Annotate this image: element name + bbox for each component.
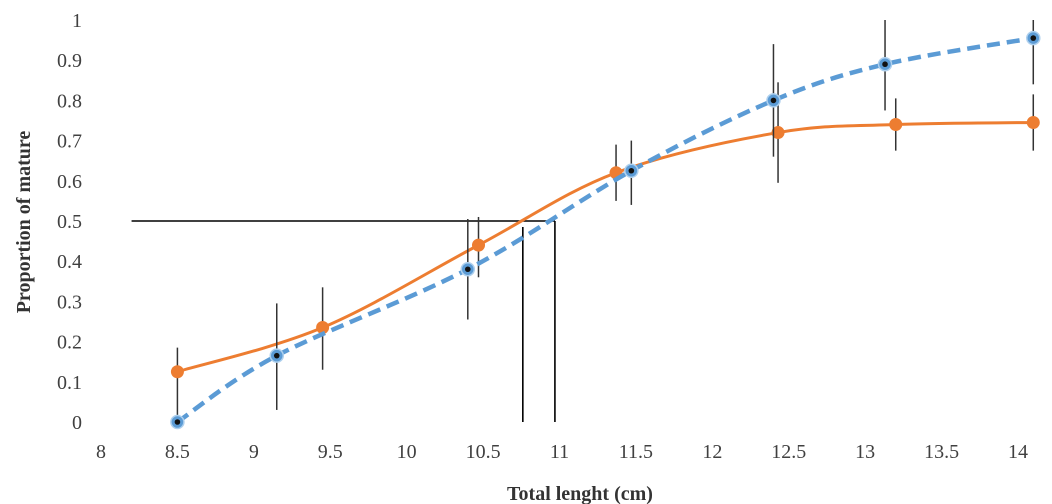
y-tick-label: 0.5 [57,211,82,233]
data-point [1026,116,1040,130]
data-point [771,126,785,140]
x-tick-label: 8 [96,441,106,463]
y-axis-ticks: 0 0.1 0.2 0.3 0.4 0.5 0.6 0.7 0.8 0.9 1 [57,10,82,434]
data-point [889,118,903,132]
series-2 [170,20,1041,430]
x-tick-label: 12.5 [771,441,806,463]
y-axis-title: Proportion of mature [13,131,35,314]
x-tick-label: 12 [702,441,722,463]
data-point-center [628,167,635,174]
y-tick-label: 0.7 [57,131,82,153]
data-point [471,238,485,252]
x-tick-label: 10 [397,441,417,463]
series-line [176,35,1034,424]
x-axis-ticks: 8 8.5 9 9.5 10 10.5 11 11.5 12 12.5 13 13.5 14 [96,441,1028,463]
y-tick-label: 0.8 [57,90,82,112]
data-point [316,321,330,335]
x-tick-label: 11 [550,441,569,463]
x-tick-label: 14 [1008,441,1028,463]
series-layer [170,20,1041,430]
x-tick-label: 10.5 [466,441,501,463]
data-point-center [174,419,181,425]
data-point-center [465,266,471,273]
y-tick-label: 0 [72,412,82,434]
data-point [170,365,184,379]
x-axis-title: Total lenght (cm) [507,483,653,504]
y-tick-label: 0.6 [57,171,82,193]
l50-reference-lines [131,220,556,422]
data-point-center [1030,35,1037,41]
series-line [176,121,1034,374]
series-1 [170,82,1040,422]
x-tick-label: 8.5 [165,441,190,463]
x-tick-label: 11.5 [619,441,653,463]
y-tick-label: 0.1 [57,372,82,394]
data-point-center [882,61,888,68]
x-tick-label: 13.5 [924,441,959,463]
data-point-center [273,352,280,359]
y-tick-label: 1 [72,10,82,32]
y-tick-label: 0.3 [57,291,82,313]
x-tick-label: 13 [855,441,875,463]
data-point-center [770,97,777,104]
y-tick-label: 0.4 [57,251,82,273]
y-tick-label: 0.9 [57,50,82,72]
y-tick-label: 0.2 [57,332,82,354]
x-tick-label: 9 [249,441,259,463]
x-tick-label: 9.5 [318,441,343,463]
